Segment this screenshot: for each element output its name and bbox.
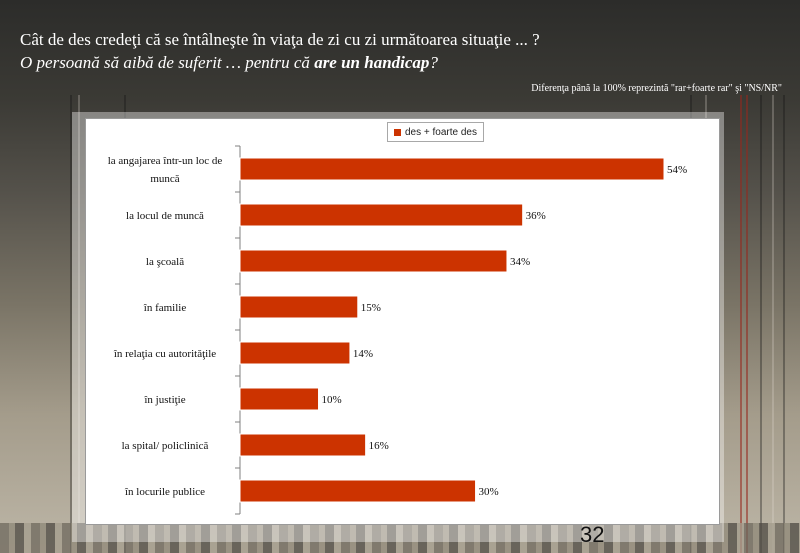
category-label: în locurile publice (124, 486, 205, 498)
bar (239, 203, 524, 227)
page-number: 32 (580, 522, 605, 547)
legend-label: des + foarte des (405, 126, 477, 138)
legend-swatch (394, 128, 401, 136)
bar (239, 341, 351, 365)
bar (239, 479, 477, 503)
bar (239, 295, 359, 319)
question-line-2-prefix: O persoană să aibă de suferit … pentru c… (20, 53, 315, 72)
category-label: muncă (150, 173, 179, 185)
category-label: în justiţie (143, 394, 185, 406)
plot-area (85, 118, 720, 525)
category-label: la angajarea într-un loc de (108, 155, 223, 167)
value-label: 16% (369, 440, 389, 452)
question-line-2: O persoană să aibă de suferit … pentru c… (20, 51, 540, 74)
category-label: la şcoală (146, 256, 184, 268)
value-label: 14% (353, 348, 373, 360)
value-label: 34% (510, 256, 530, 268)
bar (239, 157, 665, 181)
value-label: 36% (526, 210, 546, 222)
category-label: în familie (143, 302, 187, 314)
category-label: la spital/ policlinică (122, 440, 209, 452)
value-label: 15% (361, 302, 381, 314)
footnote: Diferenţa până la 100% reprezintă "rar+f… (531, 83, 782, 94)
question-line-2-suffix: ? (429, 53, 438, 72)
background-photo-strip (0, 523, 800, 553)
question-line-1: Cât de des credeţi că se întâlneşte în v… (20, 30, 540, 49)
bar (239, 249, 508, 273)
value-label: 30% (479, 486, 499, 498)
bar (239, 387, 320, 411)
bar (239, 433, 367, 457)
value-label: 54% (667, 164, 687, 176)
category-label: în relaţia cu autorităţile (113, 348, 216, 360)
slide-header: Cât de des credeţi că se întâlneşte în v… (20, 28, 540, 74)
chart-legend: des + foarte des (387, 122, 484, 142)
category-label: la locul de muncă (126, 210, 204, 222)
value-label: 10% (322, 394, 342, 406)
question-line-2-emphasis: are un handicap (314, 53, 430, 72)
